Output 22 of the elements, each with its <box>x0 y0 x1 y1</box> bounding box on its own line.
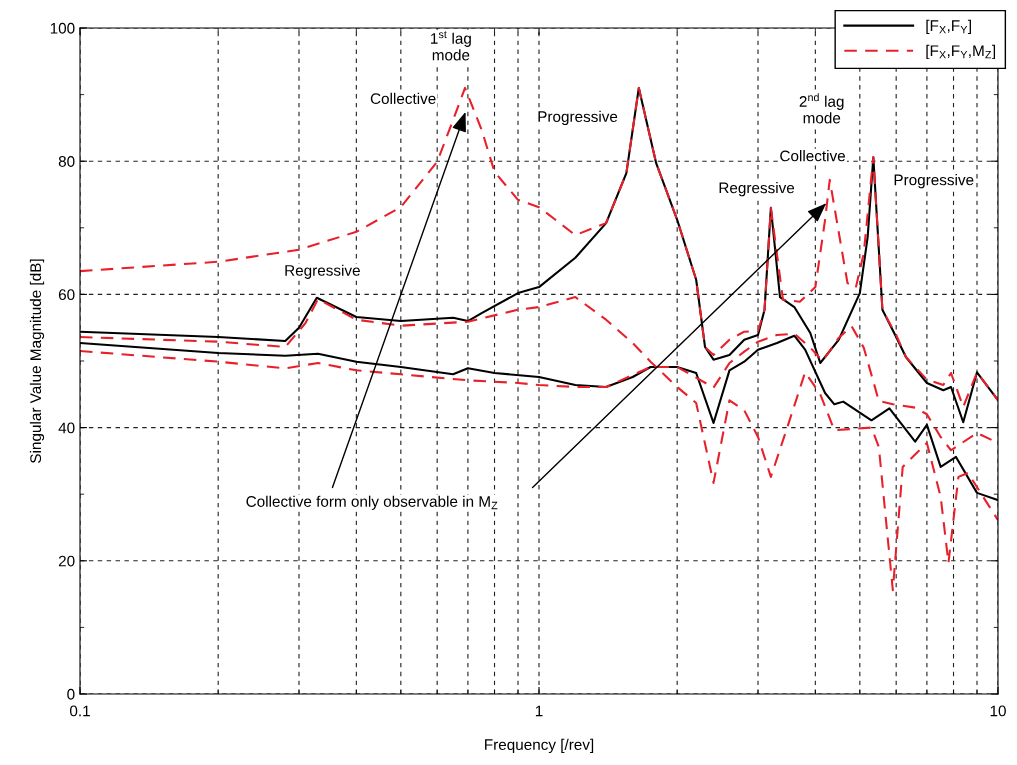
y-tick-label: 0 <box>67 688 75 700</box>
annotation: Regressive <box>719 182 795 197</box>
annotation: 1$^{st}$ lag mode <box>431 31 471 61</box>
legend-label: [F$_{X}$,F$_{Y}$,M$_{Z}$] <box>926 44 996 60</box>
annotation: Collective <box>370 92 436 105</box>
x-tick-label: 1 <box>535 705 543 717</box>
y-tick-label: 100 <box>50 22 75 34</box>
y-tick-label: 80 <box>58 156 75 167</box>
annotation: 2$^{nd}$ lag mode <box>799 93 844 124</box>
annotation: Progressive <box>538 110 618 126</box>
y-tick-label: 20 <box>58 555 75 567</box>
annotation: Collective <box>780 150 845 162</box>
annotation: Progressive <box>894 174 974 189</box>
y-tick-label: 60 <box>58 289 75 301</box>
y-tick-label: 40 <box>58 422 75 434</box>
x-tick-label: 0.1 <box>69 705 90 717</box>
x-axis-title: Frequency [/rev] <box>485 738 594 754</box>
annotation: Collective form only observable in M$_{Z}$ <box>246 495 498 510</box>
legend-label: [F$_{X}$,F$_{Y}$] <box>926 19 971 35</box>
y-axis-title: Singular Value Magnitude [dB] <box>29 259 45 463</box>
annotation: Regressive <box>285 264 360 279</box>
x-tick-label: 10 <box>990 705 1006 717</box>
